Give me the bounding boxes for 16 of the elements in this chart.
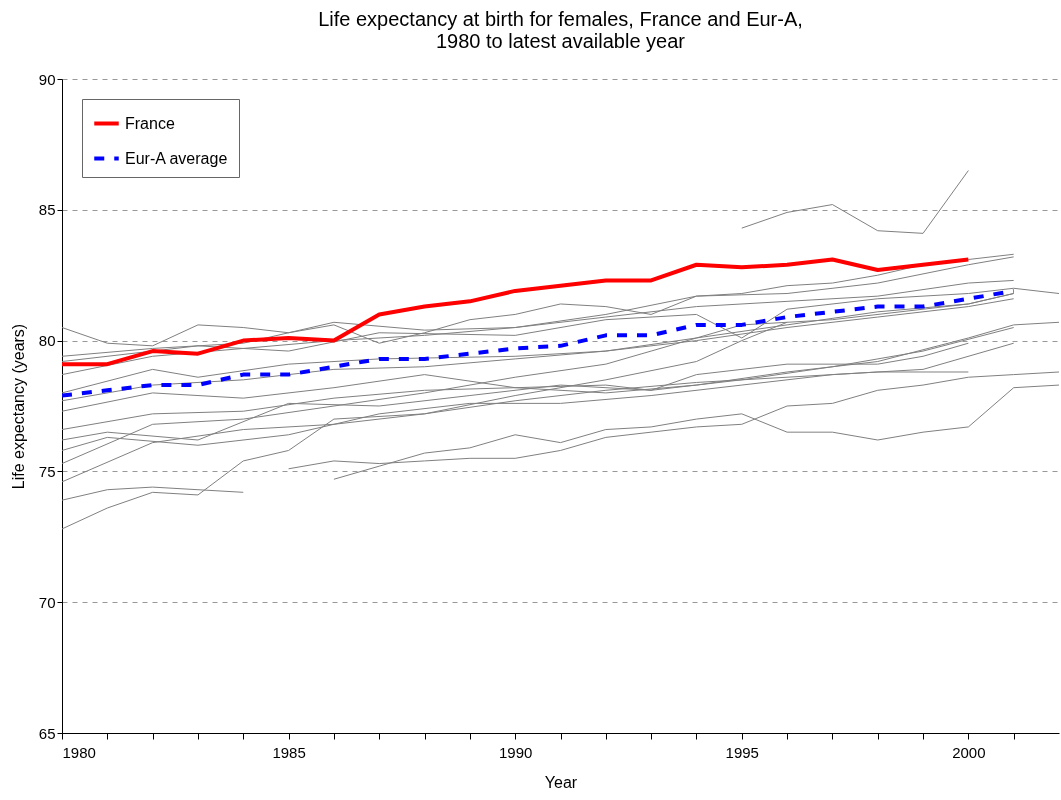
x-tick-label: 2000 (952, 743, 986, 761)
legend-label: France (125, 114, 175, 132)
legend-label: Eur-A average (125, 149, 228, 167)
y-axis-title: Life expectancy (years) (9, 323, 27, 490)
x-axis-title: Year (544, 773, 578, 791)
y-tick-label: 85 (38, 201, 56, 219)
x-tick-label: 1985 (272, 743, 306, 761)
y-tick-label: 90 (38, 70, 56, 88)
y-tick-label: 80 (38, 332, 56, 350)
chart-title: Life expectancy at birth for females, France and Eur-A, 1980 to latest available year (318, 8, 803, 52)
y-tick-label: 65 (38, 724, 56, 742)
x-tick-label: 1995 (725, 743, 759, 761)
y-tick-label: 75 (38, 462, 56, 480)
x-tick-label: 1980 (62, 743, 96, 761)
x-tick-label: 1990 (498, 743, 533, 761)
y-tick-label: 70 (38, 593, 56, 611)
